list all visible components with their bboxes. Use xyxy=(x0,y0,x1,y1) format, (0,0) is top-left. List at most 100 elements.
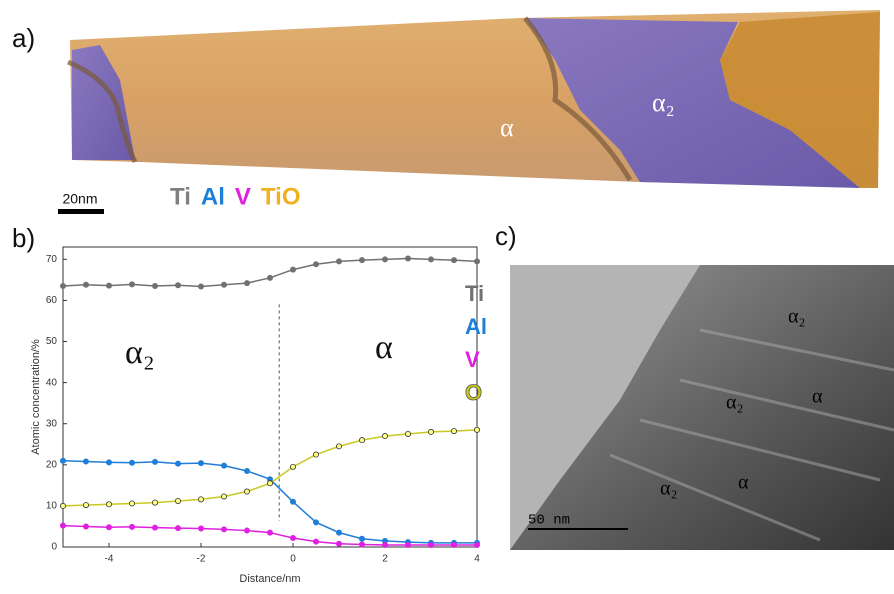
scale-bar xyxy=(58,209,104,214)
data-point xyxy=(405,256,410,261)
data-point xyxy=(221,463,226,468)
data-point xyxy=(405,542,410,547)
data-point xyxy=(244,489,249,494)
data-point xyxy=(244,528,249,533)
data-point xyxy=(221,282,226,287)
legend-entry: O xyxy=(465,380,482,405)
phase-label: α xyxy=(812,386,823,408)
data-point xyxy=(152,500,157,505)
legend-entry: TiO xyxy=(261,183,301,210)
data-point xyxy=(290,267,295,272)
data-point xyxy=(106,525,111,530)
legend-entry: Ti xyxy=(170,183,191,210)
x-tick-label: -4 xyxy=(105,554,114,565)
data-point xyxy=(60,458,65,463)
data-point xyxy=(60,523,65,528)
phase-label: α xyxy=(738,472,749,494)
data-point xyxy=(405,431,410,436)
data-point xyxy=(313,520,318,525)
legend-entry: Ti xyxy=(465,281,484,306)
data-point xyxy=(474,542,479,547)
legend-entry: Al xyxy=(201,183,225,210)
data-point xyxy=(382,433,387,438)
data-point xyxy=(336,444,341,449)
data-point xyxy=(129,524,134,529)
data-point xyxy=(290,464,295,469)
data-point xyxy=(221,494,226,499)
data-point xyxy=(313,539,318,544)
data-point xyxy=(474,259,479,264)
phase-label: α₂ xyxy=(652,88,675,117)
panel-label: a) xyxy=(12,23,35,53)
panel-label: c) xyxy=(495,221,517,251)
data-point xyxy=(336,259,341,264)
x-axis-title: Distance/nm xyxy=(239,573,300,585)
series-line xyxy=(63,430,477,506)
x-tick-label: 4 xyxy=(474,554,480,565)
phase-label: α₂ xyxy=(726,392,743,414)
data-point xyxy=(106,502,111,507)
data-point xyxy=(267,530,272,535)
tem-image xyxy=(510,265,894,550)
data-point xyxy=(106,283,111,288)
data-point xyxy=(129,501,134,506)
data-point xyxy=(198,284,203,289)
x-tick-label: 0 xyxy=(290,554,296,565)
data-point xyxy=(175,525,180,530)
y-tick-label: 50 xyxy=(46,336,58,347)
y-tick-label: 70 xyxy=(46,254,58,265)
data-point xyxy=(83,502,88,507)
data-point xyxy=(152,459,157,464)
legend-entry: V xyxy=(235,183,251,210)
apt-reconstruction xyxy=(68,10,880,188)
data-point xyxy=(290,535,295,540)
plot-frame xyxy=(63,247,477,547)
y-tick-label: 40 xyxy=(46,377,58,388)
y-tick-label: 0 xyxy=(51,542,57,553)
data-point xyxy=(60,503,65,508)
y-tick-label: 10 xyxy=(46,501,58,512)
scale-bar-label: 20nm xyxy=(62,191,97,207)
data-point xyxy=(244,468,249,473)
y-tick-label: 20 xyxy=(46,459,58,470)
data-point xyxy=(359,438,364,443)
data-point xyxy=(428,257,433,262)
y-tick-label: 30 xyxy=(46,418,58,429)
data-point xyxy=(221,527,226,532)
x-tick-label: 2 xyxy=(382,554,388,565)
y-tick-label: 60 xyxy=(46,295,58,306)
data-point xyxy=(267,481,272,486)
data-point xyxy=(359,536,364,541)
series-line xyxy=(63,259,477,287)
data-point xyxy=(428,542,433,547)
phase-label: α₂ xyxy=(660,478,677,500)
data-point xyxy=(336,541,341,546)
data-point xyxy=(198,497,203,502)
data-point xyxy=(198,526,203,531)
data-point xyxy=(106,460,111,465)
data-point xyxy=(152,525,157,530)
data-point xyxy=(382,257,387,262)
data-point xyxy=(451,542,456,547)
data-point xyxy=(359,542,364,547)
data-point xyxy=(336,530,341,535)
phase-label: α₂ xyxy=(788,306,805,328)
data-point xyxy=(267,275,272,280)
data-point xyxy=(198,461,203,466)
data-point xyxy=(175,498,180,503)
data-point xyxy=(359,258,364,263)
panel-label: b) xyxy=(12,223,35,253)
data-point xyxy=(313,452,318,457)
data-point xyxy=(83,459,88,464)
data-point xyxy=(451,429,456,434)
data-point xyxy=(175,283,180,288)
data-point xyxy=(83,524,88,529)
data-point xyxy=(451,258,456,263)
data-point xyxy=(474,427,479,432)
scale-bar-label: 50 nm xyxy=(528,513,570,529)
data-point xyxy=(83,282,88,287)
x-tick-label: -2 xyxy=(197,554,206,565)
data-point xyxy=(152,283,157,288)
data-point xyxy=(313,262,318,267)
